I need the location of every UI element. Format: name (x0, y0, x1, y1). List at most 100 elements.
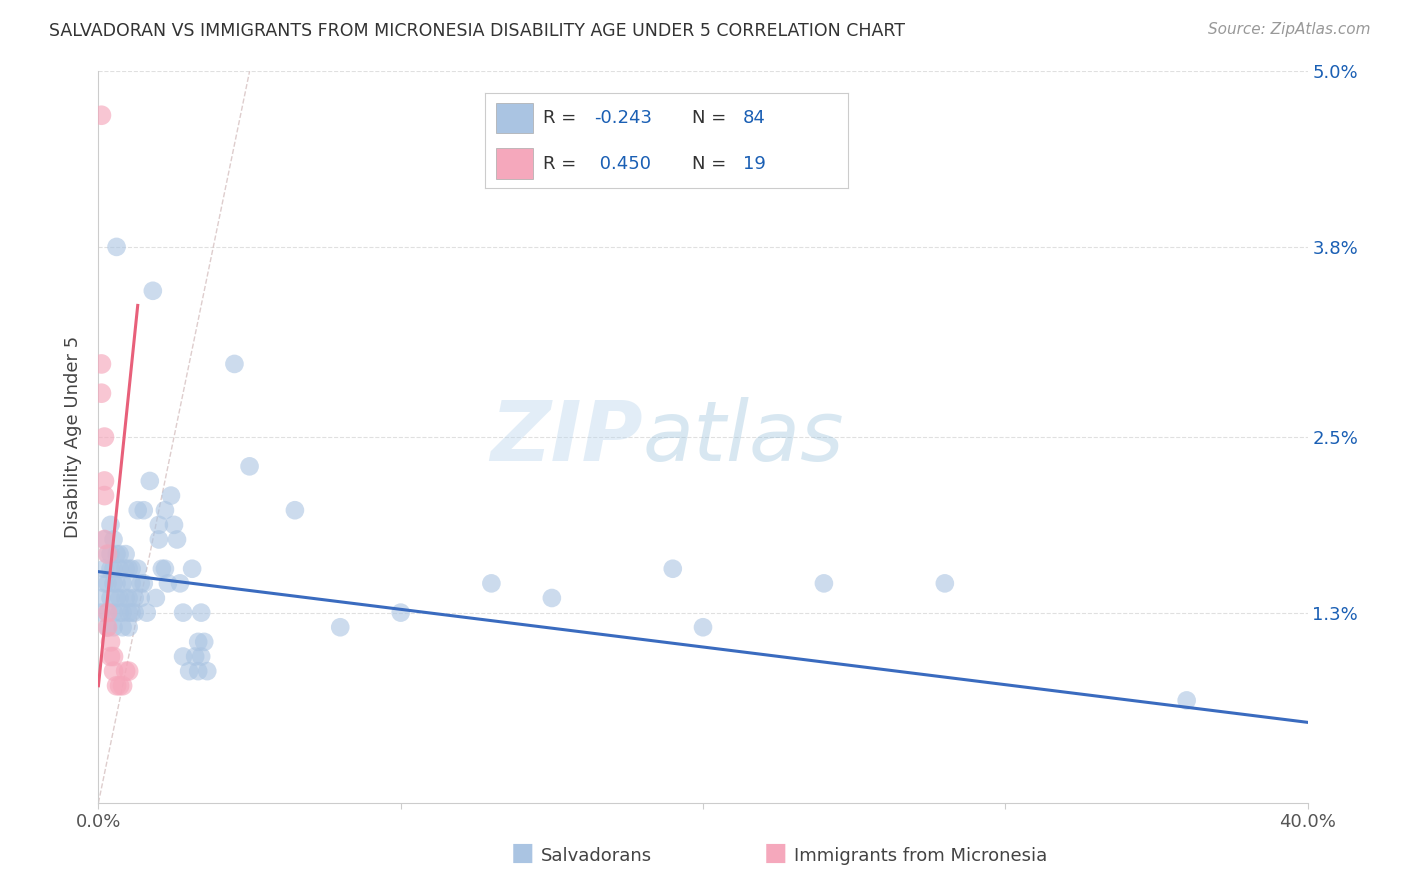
Point (481, 576, 503, 591)
Point (96, 576, 118, 591)
Point (150, 562, 173, 576)
Point (90, 591, 112, 605)
Point (100, 562, 122, 576)
Point (193, 635, 215, 649)
Point (156, 576, 179, 591)
Point (96, 547, 118, 561)
Point (103, 533, 125, 547)
Point (239, 459, 262, 474)
Point (184, 649, 207, 664)
Point (105, 547, 128, 561)
Point (181, 562, 204, 576)
Point (124, 591, 146, 605)
Point (108, 606, 131, 620)
Point (190, 649, 212, 664)
Point (934, 576, 956, 591)
Point (540, 591, 562, 605)
Point (153, 503, 176, 517)
Point (132, 576, 155, 591)
Point (129, 576, 152, 591)
Point (93, 489, 115, 503)
Point (111, 620, 134, 634)
Point (103, 620, 125, 634)
Text: SALVADORAN VS IMMIGRANTS FROM MICRONESIA DISABILITY AGE UNDER 5 CORRELATION CHAR: SALVADORAN VS IMMIGRANTS FROM MICRONESIA… (49, 22, 905, 40)
Point (93, 430, 115, 444)
Point (96, 620, 118, 634)
Point (111, 576, 134, 591)
Text: Salvadorans: Salvadorans (541, 847, 652, 865)
Text: Source: ZipAtlas.com: Source: ZipAtlas.com (1208, 22, 1371, 37)
Point (90, 357, 112, 371)
Point (148, 517, 170, 532)
Point (103, 562, 125, 576)
Point (103, 664, 125, 678)
Point (90, 108, 112, 122)
Y-axis label: Disability Age Under 5: Disability Age Under 5 (65, 336, 83, 538)
Point (105, 240, 128, 254)
Point (100, 547, 122, 561)
Point (329, 620, 352, 634)
Point (172, 649, 194, 664)
Point (163, 517, 186, 532)
Point (118, 591, 141, 605)
Text: ZIP: ZIP (489, 397, 643, 477)
Point (118, 562, 141, 576)
Point (96, 547, 118, 561)
Point (103, 606, 125, 620)
Point (90, 386, 112, 401)
Point (692, 620, 714, 634)
Point (100, 517, 122, 532)
Point (108, 591, 131, 605)
Text: Immigrants from Micronesia: Immigrants from Micronesia (794, 847, 1047, 865)
Point (93, 533, 115, 547)
Point (108, 547, 131, 561)
Point (100, 649, 122, 664)
Point (129, 591, 152, 605)
Point (103, 576, 125, 591)
Point (135, 606, 157, 620)
Point (127, 562, 149, 576)
Point (132, 503, 155, 517)
Point (187, 664, 209, 678)
Point (813, 576, 835, 591)
Point (111, 679, 134, 693)
Point (389, 606, 412, 620)
Point (1175, 693, 1198, 707)
Point (111, 606, 134, 620)
Point (166, 533, 188, 547)
Point (121, 606, 143, 620)
Point (127, 503, 149, 517)
Point (121, 576, 143, 591)
Text: atlas: atlas (643, 397, 844, 477)
Point (90, 606, 112, 620)
Point (108, 679, 131, 693)
Point (190, 606, 212, 620)
Point (118, 620, 141, 634)
Point (148, 533, 170, 547)
Point (114, 562, 136, 576)
Point (172, 606, 194, 620)
Point (114, 591, 136, 605)
Point (108, 562, 131, 576)
Point (118, 664, 141, 678)
Point (96, 606, 118, 620)
Point (139, 474, 162, 488)
Point (142, 284, 165, 298)
Point (96, 620, 118, 634)
Point (105, 679, 128, 693)
Point (114, 664, 136, 678)
Point (105, 591, 128, 605)
Point (93, 576, 115, 591)
Point (187, 635, 209, 649)
Point (661, 562, 683, 576)
Point (169, 576, 191, 591)
Point (145, 591, 167, 605)
Point (105, 576, 128, 591)
Point (160, 489, 183, 503)
Point (195, 664, 218, 678)
Point (179, 664, 201, 678)
Point (100, 591, 122, 605)
Point (121, 562, 143, 576)
Point (100, 635, 122, 649)
Point (153, 562, 176, 576)
